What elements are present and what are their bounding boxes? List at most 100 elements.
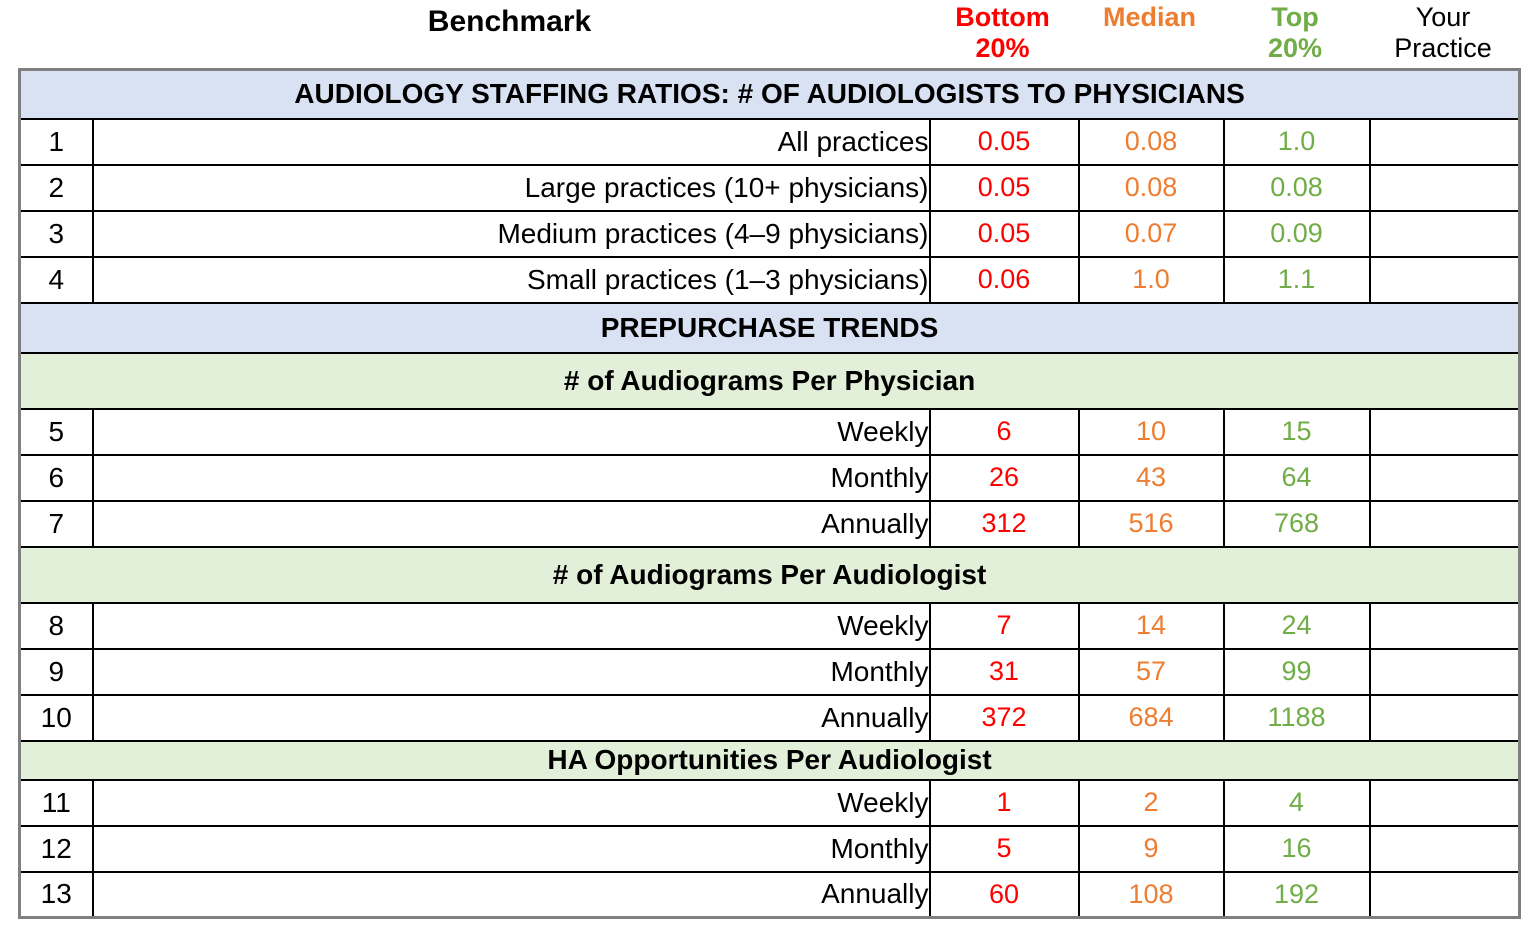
row-number: 1: [18, 117, 94, 166]
your-practice-cell[interactable]: [1368, 499, 1521, 548]
table-row-3: 3 Medium practices (4–9 physicians) 0.05…: [18, 209, 1521, 258]
row-number: 2: [18, 163, 94, 212]
subsection-title: # of Audiograms Per Physician: [18, 351, 1521, 410]
top20-value: 768: [1222, 499, 1371, 548]
your-practice-cell[interactable]: [1368, 870, 1521, 919]
row-number: 7: [18, 499, 94, 548]
top20-value: 0.08: [1222, 163, 1371, 212]
table-row-6: 6 Monthly 26 43 64: [18, 453, 1521, 502]
table-row-11: 11 Weekly 1 2 4: [18, 778, 1521, 827]
bottom-20-column-header: Bottom 20%: [955, 2, 1050, 63]
table-row-7: 7 Annually 312 516 768: [18, 499, 1521, 548]
row-label: Annually: [91, 499, 931, 548]
table-row-9: 9 Monthly 31 57 99: [18, 647, 1521, 696]
table-row-8: 8 Weekly 7 14 24: [18, 601, 1521, 650]
median-value: 684: [1077, 693, 1225, 742]
bottom20-value: 0.05: [928, 163, 1080, 212]
row-number: 4: [18, 255, 94, 304]
median-value: 14: [1077, 601, 1225, 650]
your-practice-cell[interactable]: [1368, 601, 1521, 650]
your-practice-cell[interactable]: [1368, 407, 1521, 456]
median-value: 57: [1077, 647, 1225, 696]
benchmark-table: AUDIOLOGY STAFFING RATIOS: # OF AUDIOLOG…: [18, 68, 1522, 919]
your-practice-cell[interactable]: [1368, 255, 1521, 304]
subsection-title: # of Audiograms Per Audiologist: [18, 545, 1521, 604]
top20-value: 192: [1222, 870, 1371, 919]
row-number: 8: [18, 601, 94, 650]
row-label: Weekly: [91, 407, 931, 456]
table-row-13: 13 Annually 60 108 192: [18, 870, 1521, 919]
row-label: All practices: [91, 117, 931, 166]
row-number: 11: [18, 778, 94, 827]
row-label: Weekly: [91, 601, 931, 650]
row-label: Medium practices (4–9 physicians): [91, 209, 931, 258]
row-label: Annually: [91, 693, 931, 742]
median-value: 0.08: [1077, 163, 1225, 212]
median-value: 1.0: [1077, 255, 1225, 304]
table-row-1: 1 All practices 0.05 0.08 1.0: [18, 117, 1521, 166]
your-practice-cell[interactable]: [1368, 453, 1521, 502]
top20-value: 1.0: [1222, 117, 1371, 166]
row-label: Large practices (10+ physicians): [91, 163, 931, 212]
top20-value: 0.09: [1222, 209, 1371, 258]
top20-value: 1.1: [1222, 255, 1371, 304]
your-practice-cell[interactable]: [1368, 693, 1521, 742]
bottom20-value: 1: [928, 778, 1080, 827]
row-label: Annually: [91, 870, 931, 919]
top20-value: 24: [1222, 601, 1371, 650]
row-number: 6: [18, 453, 94, 502]
table-row-10: 10 Annually 372 684 1188: [18, 693, 1521, 742]
row-number: 12: [18, 824, 94, 873]
bottom20-value: 7: [928, 601, 1080, 650]
your-practice-cell[interactable]: [1368, 824, 1521, 873]
table-row-4: 4 Small practices (1–3 physicians) 0.06 …: [18, 255, 1521, 304]
median-value: 0.08: [1077, 117, 1225, 166]
bottom20-value: 60: [928, 870, 1080, 919]
row-label: Monthly: [91, 647, 931, 696]
bottom20-value: 5: [928, 824, 1080, 873]
your-practice-cell[interactable]: [1368, 209, 1521, 258]
subsection-row-ha-opportunities: HA Opportunities Per Audiologist: [18, 739, 1521, 781]
bottom20-value: 31: [928, 647, 1080, 696]
median-value: 108: [1077, 870, 1225, 919]
bottom20-value: 312: [928, 499, 1080, 548]
top-20-column-header: Top 20%: [1267, 2, 1323, 63]
benchmark-column-header: Benchmark: [427, 5, 592, 38]
table-row-5: 5 Weekly 6 10 15: [18, 407, 1521, 456]
section-row-prepurchase-trends: PREPURCHASE TRENDS: [18, 301, 1521, 354]
section-title: PREPURCHASE TRENDS: [18, 301, 1521, 354]
top20-value: 16: [1222, 824, 1371, 873]
median-value: 43: [1077, 453, 1225, 502]
your-practice-cell[interactable]: [1368, 778, 1521, 827]
top20-value: 4: [1222, 778, 1371, 827]
bottom20-value: 0.06: [928, 255, 1080, 304]
section-row-staffing-ratios: AUDIOLOGY STAFFING RATIOS: # OF AUDIOLOG…: [18, 68, 1521, 120]
median-column-header: Median: [1102, 2, 1196, 32]
your-practice-column-header: Your Practice: [1394, 2, 1492, 63]
your-practice-cell[interactable]: [1368, 647, 1521, 696]
median-value: 0.07: [1077, 209, 1225, 258]
subsection-row-audiograms-per-audiologist: # of Audiograms Per Audiologist: [18, 545, 1521, 604]
row-number: 5: [18, 407, 94, 456]
bottom20-value: 6: [928, 407, 1080, 456]
bottom20-value: 372: [928, 693, 1080, 742]
row-number: 10: [18, 693, 94, 742]
row-label: Monthly: [91, 824, 931, 873]
bottom20-value: 0.05: [928, 209, 1080, 258]
top20-value: 15: [1222, 407, 1371, 456]
row-number: 13: [18, 870, 94, 919]
row-number: 9: [18, 647, 94, 696]
bottom20-value: 26: [928, 453, 1080, 502]
row-label: Weekly: [91, 778, 931, 827]
top20-value: 1188: [1222, 693, 1371, 742]
your-practice-cell[interactable]: [1368, 163, 1521, 212]
median-value: 10: [1077, 407, 1225, 456]
subsection-title: HA Opportunities Per Audiologist: [18, 739, 1521, 781]
top20-value: 64: [1222, 453, 1371, 502]
row-label: Monthly: [91, 453, 931, 502]
median-value: 9: [1077, 824, 1225, 873]
your-practice-cell[interactable]: [1368, 117, 1521, 166]
row-number: 3: [18, 209, 94, 258]
median-value: 2: [1077, 778, 1225, 827]
